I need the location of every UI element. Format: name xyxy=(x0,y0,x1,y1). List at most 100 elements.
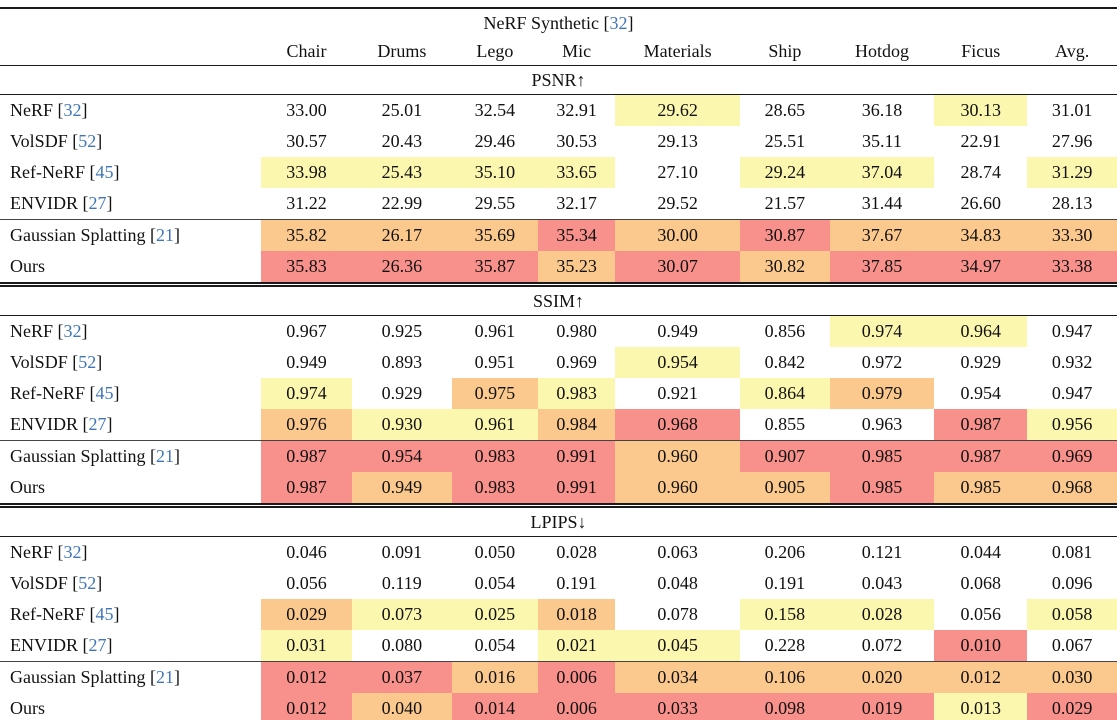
citation-bracket: [ xyxy=(67,573,79,593)
method-name: VolSDF xyxy=(10,352,68,372)
value-cell: 29.13 xyxy=(657,131,698,151)
value-cell: 25.01 xyxy=(381,100,423,120)
value-cell: 0.058 xyxy=(1027,599,1117,630)
value-cell: 25.43 xyxy=(351,157,452,188)
citation-link[interactable]: 32 xyxy=(63,100,82,120)
value-cell: 0.030 xyxy=(1027,661,1117,693)
value-cell: 0.991 xyxy=(538,472,616,508)
citation-bracket: [ xyxy=(85,383,96,403)
value-cell: 0.985 xyxy=(829,472,935,508)
citation-link[interactable]: 27 xyxy=(88,414,107,434)
value-cell: 26.60 xyxy=(960,193,1001,213)
citation-link[interactable]: 45 xyxy=(95,383,114,403)
value-cell: 0.947 xyxy=(1051,321,1093,341)
citation-link[interactable]: 52 xyxy=(78,573,97,593)
citation-link[interactable]: 27 xyxy=(88,635,107,655)
metric-label: LPIPS↓ xyxy=(0,505,1117,537)
value-cell: 0.054 xyxy=(474,635,516,655)
method-cell: ENVIDR [27] xyxy=(0,188,261,220)
citation-link[interactable]: 52 xyxy=(78,131,97,151)
citation-bracket: [ xyxy=(53,100,64,120)
citation-link[interactable]: 45 xyxy=(95,604,114,624)
value-cell: 0.893 xyxy=(381,352,423,372)
citation-link[interactable]: 45 xyxy=(95,162,114,182)
method-name: Gaussian Splatting xyxy=(10,446,146,466)
title-citation-link[interactable]: 32 xyxy=(609,12,628,33)
value-cell: 27.10 xyxy=(657,162,698,182)
metric-section: PSNR↑ NeRF [32] 33.00 25.01 32.54 32.91 29.62 2… xyxy=(0,65,1117,287)
value-cell: 0.091 xyxy=(381,542,423,562)
method-name: Ref-NeRF xyxy=(10,383,85,403)
citation-bracket: ] xyxy=(96,131,103,151)
value-cell: 37.67 xyxy=(829,219,935,251)
citation-link[interactable]: 32 xyxy=(63,321,82,341)
citation-bracket: [ xyxy=(78,193,89,213)
value-cell: 35.23 xyxy=(538,251,616,287)
value-cell: 0.985 xyxy=(829,440,935,472)
citation-bracket: ] xyxy=(174,446,180,466)
method-cell: Ref-NeRF [45] xyxy=(0,378,261,409)
value-cell: 35.11 xyxy=(862,131,902,151)
table-row: Ours 35.83 26.36 35.87 35.23 30.07 30.82 37.85 3… xyxy=(0,251,1117,287)
value-cell: 31.29 xyxy=(1027,157,1117,188)
citation-bracket: [ xyxy=(53,542,64,562)
method-name: VolSDF xyxy=(10,131,68,151)
citation-bracket: ] xyxy=(113,604,120,624)
value-cell: 0.929 xyxy=(381,383,423,403)
value-cell: 0.054 xyxy=(474,573,516,593)
citation-link[interactable]: 21 xyxy=(156,225,174,245)
table-row: Ref-NeRF [45] 0.029 0.073 0.025 0.018 0.078 0.… xyxy=(0,599,1117,630)
value-cell: 33.98 xyxy=(261,157,352,188)
value-cell: 0.014 xyxy=(451,693,539,720)
value-cell: 0.949 xyxy=(286,352,327,372)
table-row: Gaussian Splatting [21] 35.82 26.17 35.69 35… xyxy=(0,219,1117,251)
header-row: Chair Drums Lego Mic Materials Ship Hotdog Ficu… xyxy=(0,37,1117,66)
value-cell: 35.87 xyxy=(451,251,539,287)
value-cell: 0.983 xyxy=(538,378,616,409)
citation-bracket: ] xyxy=(81,321,88,341)
value-cell: 26.36 xyxy=(351,251,452,287)
value-cell: 37.04 xyxy=(829,157,935,188)
metric-row: PSNR↑ xyxy=(0,65,1117,95)
value-cell: 0.158 xyxy=(740,599,830,630)
value-cell: 0.954 xyxy=(960,383,1001,403)
column-header: Ficus xyxy=(934,37,1028,66)
method-name: Ours xyxy=(10,698,45,718)
citation-link[interactable]: 52 xyxy=(78,352,97,372)
value-cell: 30.53 xyxy=(556,131,597,151)
column-header: Materials xyxy=(615,37,741,66)
method-cell: NeRF [32] xyxy=(0,316,261,348)
method-cell: ENVIDR [27] xyxy=(0,409,261,441)
method-name: ENVIDR xyxy=(10,193,78,213)
value-cell: 28.13 xyxy=(1051,193,1093,213)
method-name: Ours xyxy=(10,477,45,497)
method-cell: ENVIDR [27] xyxy=(0,630,261,662)
value-cell: 0.081 xyxy=(1051,542,1093,562)
value-cell: 0.016 xyxy=(451,661,539,693)
value-cell: 0.033 xyxy=(615,693,741,720)
metric-row: SSIM↑ xyxy=(0,284,1117,316)
value-cell: 35.34 xyxy=(538,219,616,251)
value-cell: 0.056 xyxy=(286,573,327,593)
value-cell: 33.30 xyxy=(1027,219,1117,251)
method-cell: Gaussian Splatting [21] xyxy=(0,440,262,472)
value-cell: 21.57 xyxy=(764,193,806,213)
citation-link[interactable]: 32 xyxy=(63,542,82,562)
value-cell: 33.00 xyxy=(286,100,327,120)
citation-bracket: ] xyxy=(106,193,113,213)
value-cell: 0.976 xyxy=(261,409,352,441)
citation-bracket: ] xyxy=(106,635,113,655)
method-name: Gaussian Splatting xyxy=(10,667,146,687)
citation-link[interactable]: 21 xyxy=(156,667,174,687)
citation-link[interactable]: 21 xyxy=(156,446,174,466)
value-cell: 35.10 xyxy=(451,157,539,188)
value-cell: 0.954 xyxy=(351,440,452,472)
value-cell: 33.38 xyxy=(1027,251,1117,287)
citation-link[interactable]: 27 xyxy=(88,193,107,213)
value-cell: 0.043 xyxy=(861,573,903,593)
citation-bracket: [ xyxy=(85,604,96,624)
table-row: NeRF [32] 33.00 25.01 32.54 32.91 29.62 28.65 3… xyxy=(0,94,1117,126)
citation-bracket: ] xyxy=(113,383,120,403)
value-cell: 30.00 xyxy=(615,219,741,251)
